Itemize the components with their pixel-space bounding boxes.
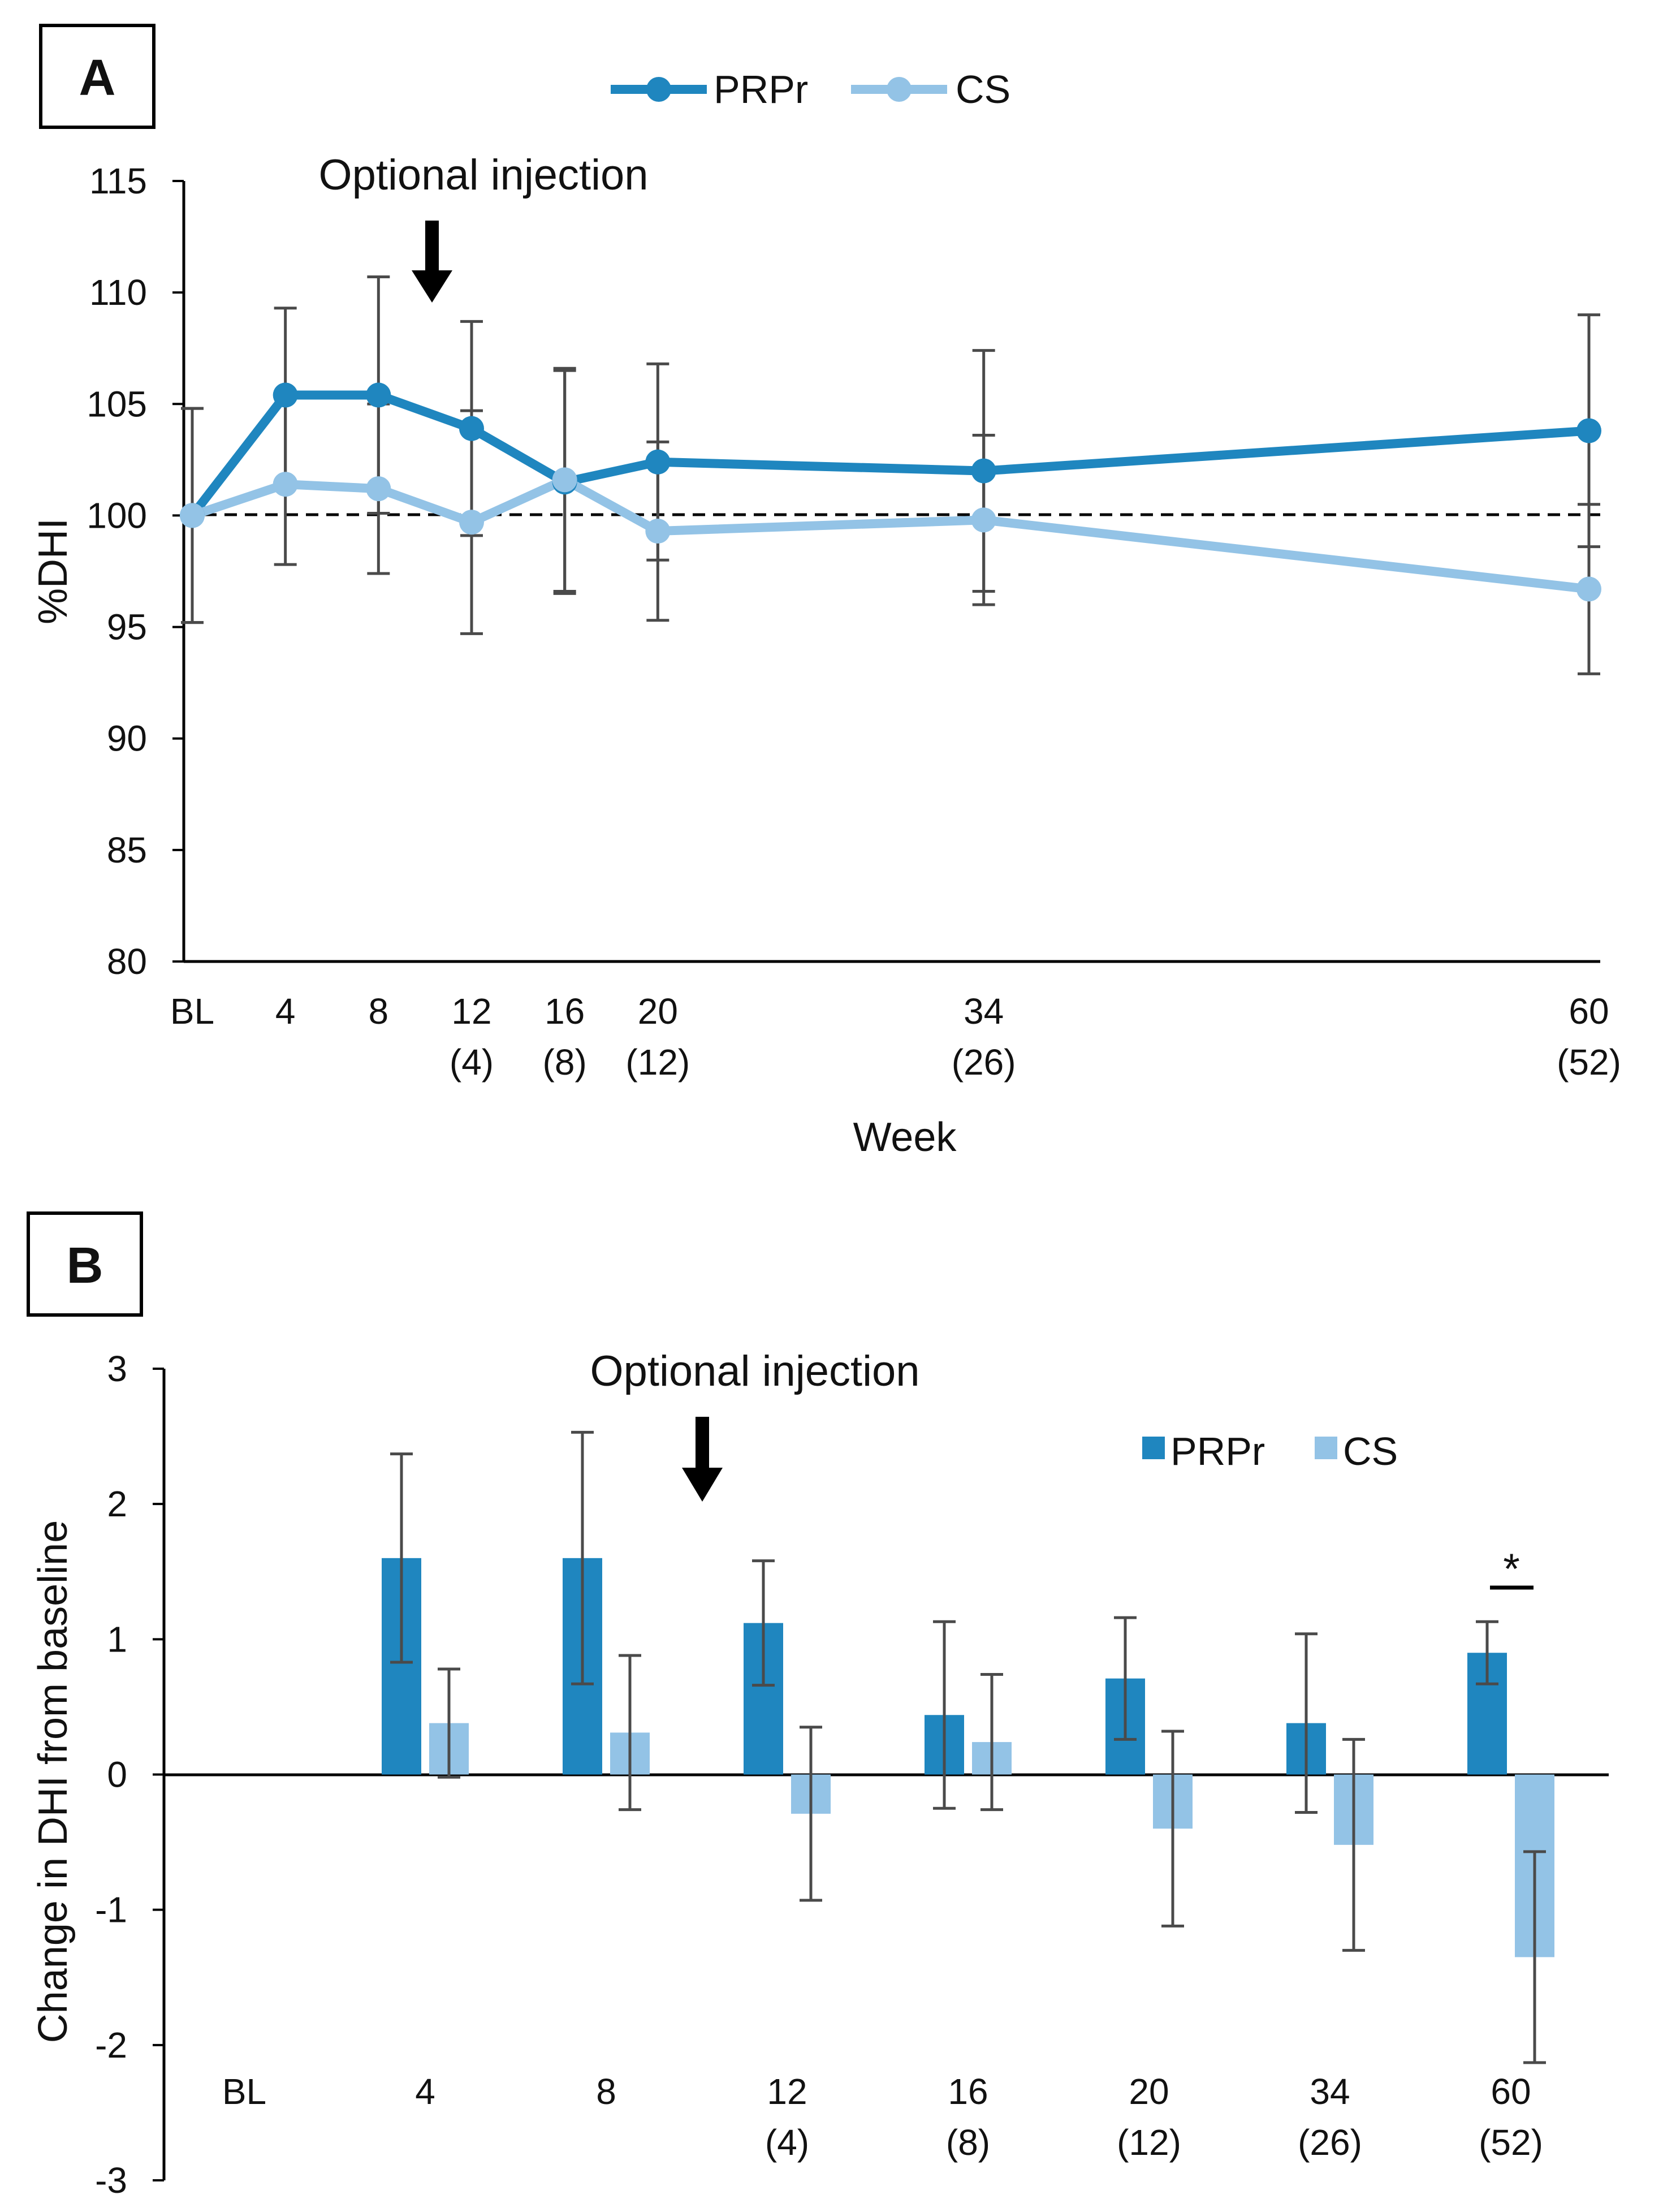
panel-a-cs-point xyxy=(1576,576,1601,602)
panel-b: B PRPr CS Optional injection -3-2-10123 … xyxy=(27,1211,1609,2201)
panel-a-prpr-point xyxy=(459,416,484,441)
panel-a-x-tick-sublabel: (52) xyxy=(1557,1042,1621,1083)
panel-a-y-axis-label: %DHI xyxy=(31,518,76,624)
panel-b-x-tick-sublabel: (4) xyxy=(765,2122,809,2163)
panel-a: A PRPr CS Optional injection 80 85 90 95 100… xyxy=(31,24,1621,1160)
panel-a-x-tick-label: 20 xyxy=(638,991,678,1032)
panel-a-x-tick-sublabel: (4) xyxy=(450,1042,494,1083)
panel-a-cs-point xyxy=(273,472,298,497)
panel-a-cs-point xyxy=(971,507,996,533)
panel-b-x-tick-label: 34 xyxy=(1310,2071,1350,2112)
panel-b-x-tick-label: 20 xyxy=(1129,2071,1169,2112)
panel-a-y-tick-label: 105 xyxy=(87,383,147,424)
panel-a-x-tick-sublabel: (8) xyxy=(543,1042,587,1083)
panel-b-x-tick-label: 4 xyxy=(415,2071,435,2112)
panel-b-legend: PRPr CS xyxy=(1142,1429,1398,1473)
panel-b-y-tick-label: 0 xyxy=(107,1754,127,1795)
panel-b-label-box xyxy=(27,1211,143,1317)
panel-a-prpr-point xyxy=(971,458,996,484)
panel-b-x-tick-sublabel: (12) xyxy=(1117,2122,1181,2163)
panel-b-injection-arrow-icon xyxy=(682,1417,723,1502)
panel-a-legend: PRPr CS xyxy=(611,67,1010,111)
panel-b-y-tick-label: -2 xyxy=(95,2025,127,2066)
panel-a-label-box xyxy=(39,24,155,129)
panel-b-x-tick-label: 12 xyxy=(767,2071,807,2112)
panel-a-x-tick-label: 60 xyxy=(1569,991,1609,1032)
panel-a-injection-arrow-icon xyxy=(412,221,452,303)
panel-b-bars xyxy=(382,1558,1554,1957)
panel-a-y-tick-label: 110 xyxy=(89,272,147,313)
panel-a-x-tick-label: 12 xyxy=(451,991,491,1032)
panel-a-x-ticks: BL 4 8 12 (4) 16 (8) 20 (12) 34 (26) 60 (52) xyxy=(170,991,1621,1083)
panel-a-y-ticks: 80 85 90 95 100 105 110 115 xyxy=(87,161,184,982)
panel-a-prpr-point xyxy=(273,382,298,408)
panel-a-prpr-point xyxy=(1576,418,1601,443)
panel-a-x-tick-label: 4 xyxy=(275,991,296,1032)
panel-a-label: A xyxy=(79,50,116,106)
legend-a-prpr-label: PRPr xyxy=(714,67,808,111)
panel-a-y-tick-label: 90 xyxy=(107,718,147,759)
panel-a-y-tick-label: 100 xyxy=(87,495,147,536)
panel-b-x-tick-label: 60 xyxy=(1491,2071,1531,2112)
panel-a-series xyxy=(180,382,1601,602)
panel-a-annotation-text: Optional injection xyxy=(318,151,648,199)
legend-b-cs-swatch xyxy=(1315,1437,1337,1459)
panel-b-y-axis-label: Change in DHI from baseline xyxy=(31,1520,76,2043)
panel-b-x-tick-label: BL xyxy=(222,2071,266,2112)
panel-a-x-tick-label: BL xyxy=(170,991,214,1032)
panel-b-x-tick-label: 8 xyxy=(596,2071,616,2112)
panel-a-x-axis-label: Week xyxy=(853,1115,957,1160)
legend-a-prpr-marker xyxy=(646,77,671,102)
panel-a-cs-point xyxy=(366,476,391,502)
panel-b-y-ticks: -3 -2 -1 0 1 2 3 xyxy=(95,1348,164,2201)
legend-b-prpr-swatch xyxy=(1142,1437,1165,1459)
panel-a-x-tick-sublabel: (12) xyxy=(625,1042,690,1083)
panel-b-y-tick-label: 1 xyxy=(107,1619,127,1659)
panel-b-y-tick-label: -1 xyxy=(95,1890,127,1930)
panel-a-prpr-point xyxy=(366,382,391,408)
panel-a-x-tick-label: 34 xyxy=(964,991,1004,1032)
panel-b-x-tick-sublabel: (26) xyxy=(1298,2122,1362,2163)
panel-b-annotation-text: Optional injection xyxy=(590,1347,919,1395)
panel-a-cs-point xyxy=(459,510,484,535)
legend-b-prpr-label: PRPr xyxy=(1170,1429,1265,1473)
panel-b-x-ticks: BL 4 8 12 (4) 16 (8) 20 (12) 34 (26) 60 (52) xyxy=(222,2071,1543,2163)
legend-a-cs-marker xyxy=(887,77,912,102)
panel-a-x-tick-label: 16 xyxy=(545,991,585,1032)
panel-a-y-tick-label: 115 xyxy=(89,161,147,201)
panel-b-significance-star: * xyxy=(1503,1545,1520,1593)
panel-b-x-tick-label: 16 xyxy=(948,2071,988,2112)
panel-a-prpr-line xyxy=(188,390,1589,519)
panel-b-error-bars xyxy=(390,1430,1546,2064)
panel-a-x-tick-label: 8 xyxy=(369,991,389,1032)
panel-a-y-tick-label: 85 xyxy=(107,830,147,870)
panel-b-x-tick-sublabel: (52) xyxy=(1479,2122,1543,2163)
panel-a-cs-line xyxy=(191,475,1589,594)
panel-a-cs-point xyxy=(180,503,205,528)
legend-a-cs-label: CS xyxy=(956,67,1010,111)
legend-b-cs-label: CS xyxy=(1343,1429,1398,1473)
panel-b-label: B xyxy=(67,1237,103,1294)
panel-b-y-tick-label: -3 xyxy=(95,2160,127,2201)
panel-a-x-tick-sublabel: (26) xyxy=(952,1042,1016,1083)
panel-b-y-tick-label: 3 xyxy=(107,1348,127,1389)
panel-a-cs-point xyxy=(645,519,671,544)
panel-b-y-tick-label: 2 xyxy=(107,1484,127,1524)
panel-a-y-tick-label: 80 xyxy=(107,941,147,982)
panel-a-y-tick-label: 95 xyxy=(107,607,147,648)
panel-b-x-tick-sublabel: (8) xyxy=(946,2122,990,2163)
panel-a-prpr-point xyxy=(645,449,671,475)
panel-a-cs-point xyxy=(552,467,577,493)
panel-a-error-bars xyxy=(181,275,1600,675)
